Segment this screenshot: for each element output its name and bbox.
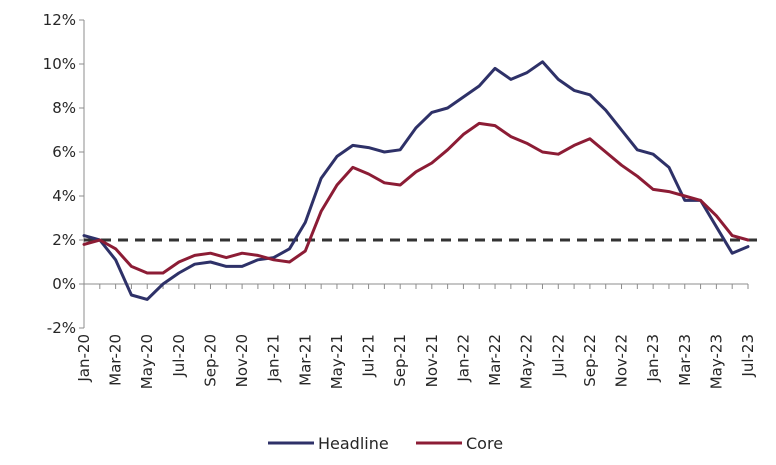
x-tick-label: Sep-21 [391, 334, 409, 387]
y-tick-label: 2% [52, 231, 76, 249]
x-tick-label: Jan-22 [454, 334, 472, 383]
x-tick-label: Mar-23 [676, 334, 694, 386]
x-tick-label: Nov-22 [613, 334, 631, 387]
y-tick-label: 8% [52, 99, 76, 117]
x-tick-label: Jul-23 [739, 334, 757, 378]
x-tick-label: Jan-21 [265, 334, 283, 383]
y-tick-label: 6% [52, 143, 76, 161]
x-tick-label: May-22 [518, 334, 536, 389]
y-tick-label: 0% [52, 275, 76, 293]
y-tick-label: 10% [43, 55, 76, 73]
series-lines [82, 60, 750, 301]
legend-label-core: Core [466, 434, 503, 453]
series-line-core [82, 121, 750, 275]
y-tick-label: -2% [47, 319, 76, 337]
x-tick-label: May-23 [707, 334, 725, 389]
x-tick-label: Nov-20 [233, 334, 251, 387]
y-tick-label: 12% [43, 11, 76, 29]
x-tick-label: Sep-22 [581, 334, 599, 387]
legend: Headline Core [268, 434, 503, 453]
x-axis-ticks: Jan-20 Mar-20 May-20 Jul-20 Sep-20 Nov-20 Jan-… [75, 284, 757, 389]
x-tick-label: Nov-21 [423, 334, 441, 387]
x-tick-label: Sep-20 [201, 334, 219, 387]
x-tick-label: Mar-20 [107, 334, 125, 386]
y-tick-label: 4% [52, 187, 76, 205]
x-tick-label: May-20 [138, 334, 156, 389]
x-tick-label: Jan-23 [644, 334, 662, 383]
x-tick-label: Jul-21 [360, 334, 378, 378]
x-tick-label: Jul-22 [549, 334, 567, 378]
x-tick-label: Jan-20 [75, 334, 93, 383]
x-tick-label: Jul-20 [170, 334, 188, 378]
series-line-headline [82, 60, 750, 301]
x-tick-label: May-21 [328, 334, 346, 389]
y-axis-ticks: -2% 0% 2% 4% 6% 8% 10% 12% [43, 11, 84, 337]
legend-label-headline: Headline [318, 434, 389, 453]
x-tick-label: Mar-22 [486, 334, 504, 386]
x-tick-label: Mar-21 [296, 334, 314, 386]
